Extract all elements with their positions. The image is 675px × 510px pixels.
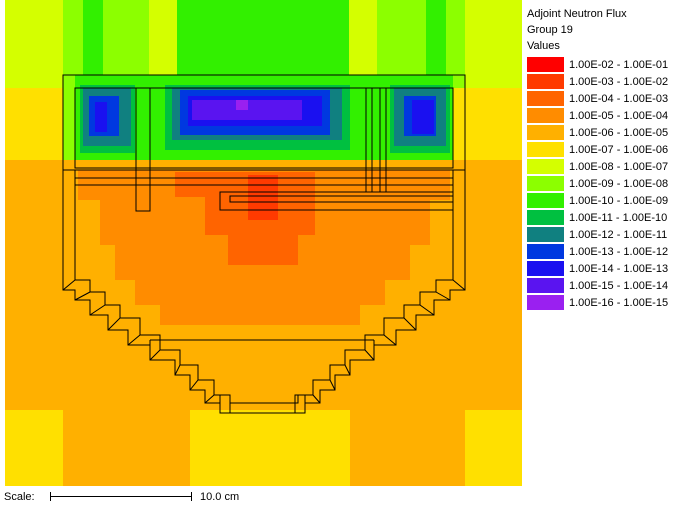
legend-label: 1.00E-09 - 1.00E-08 [569,177,669,190]
scale-line [50,492,192,501]
legend-label: 1.00E-02 - 1.00E-01 [569,58,669,71]
flux-map [5,0,522,486]
legend-swatch [527,74,564,89]
legend-swatch [527,176,564,191]
legend-swatch [527,261,564,276]
legend-swatch [527,159,564,174]
legend-label: 1.00E-15 - 1.00E-14 [569,279,669,292]
legend-item: 1.00E-05 - 1.00E-04 [527,107,668,124]
legend-label: 1.00E-13 - 1.00E-12 [569,245,669,258]
flux-background [5,0,522,486]
geometry-outline [62,74,466,414]
scale-value: 10.0 cm [200,491,240,503]
legend-item: 1.00E-11 - 1.00E-10 [527,209,668,226]
legend-header: Values [527,40,560,52]
legend: Adjoint Neutron Flux Group 19 Values 1.0… [527,6,668,311]
legend-label: 1.00E-08 - 1.00E-07 [569,160,669,173]
legend-item: 1.00E-15 - 1.00E-14 [527,277,668,294]
legend-item: 1.00E-16 - 1.00E-15 [527,294,668,311]
legend-swatch [527,227,564,242]
legend-subtitle: Group 19 [527,24,573,36]
legend-item: 1.00E-09 - 1.00E-08 [527,175,668,192]
legend-label: 1.00E-10 - 1.00E-09 [569,194,669,207]
legend-item: 1.00E-14 - 1.00E-13 [527,260,668,277]
legend-title: Adjoint Neutron Flux [527,8,627,20]
legend-label: 1.00E-05 - 1.00E-04 [569,109,669,122]
legend-item: 1.00E-04 - 1.00E-03 [527,90,668,107]
legend-item: 1.00E-03 - 1.00E-02 [527,73,668,90]
legend-item: 1.00E-06 - 1.00E-05 [527,124,668,141]
legend-label: 1.00E-11 - 1.00E-10 [569,211,668,224]
legend-swatch [527,91,564,106]
legend-swatch [527,108,564,123]
legend-item: 1.00E-13 - 1.00E-12 [527,243,668,260]
legend-swatch [527,193,564,208]
legend-label: 1.00E-04 - 1.00E-03 [569,92,669,105]
legend-swatch [527,210,564,225]
legend-label: 1.00E-06 - 1.00E-05 [569,126,669,139]
legend-swatch [527,244,564,259]
legend-swatch [527,57,564,72]
legend-label: 1.00E-12 - 1.00E-11 [569,228,668,241]
legend-item: 1.00E-08 - 1.00E-07 [527,158,668,175]
scale-bar: Scale: 10.0 cm [4,489,264,505]
legend-swatch [527,125,564,140]
legend-swatch [527,295,564,310]
legend-item: 1.00E-10 - 1.00E-09 [527,192,668,209]
legend-item: 1.00E-02 - 1.00E-01 [527,56,668,73]
legend-label: 1.00E-14 - 1.00E-13 [569,262,669,275]
legend-label: 1.00E-07 - 1.00E-06 [569,143,669,156]
scale-label: Scale: [4,491,35,503]
legend-items: 1.00E-02 - 1.00E-01 1.00E-03 - 1.00E-02 1.… [527,56,668,311]
legend-swatch [527,278,564,293]
legend-swatch [527,142,564,157]
legend-label: 1.00E-03 - 1.00E-02 [569,75,669,88]
legend-label: 1.00E-16 - 1.00E-15 [569,296,669,309]
legend-item: 1.00E-07 - 1.00E-06 [527,141,668,158]
legend-item: 1.00E-12 - 1.00E-11 [527,226,668,243]
